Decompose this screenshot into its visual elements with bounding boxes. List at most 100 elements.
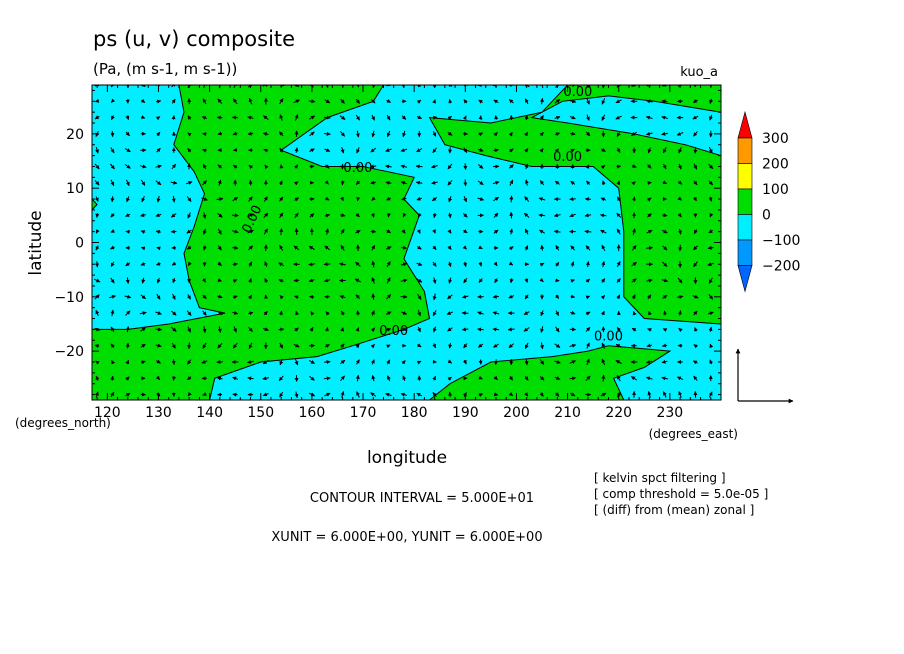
wind-vector: [478, 99, 483, 104]
wind-vector: [708, 180, 713, 186]
wind-vector: [325, 311, 330, 316]
wind-vector: [709, 343, 714, 349]
wind-vector: [263, 212, 269, 219]
wind-vector: [172, 376, 176, 381]
wind-vector: [340, 228, 345, 235]
wind-vector: [616, 261, 621, 268]
wind-vector: [662, 245, 668, 251]
wind-vector: [217, 342, 223, 349]
wind-vector: [508, 132, 513, 137]
wind-vector: [386, 359, 391, 365]
wind-vector: [110, 343, 115, 348]
wind-vector: [492, 180, 500, 185]
wind-vector: [585, 375, 591, 381]
wind-vector: [202, 392, 207, 396]
wind-vector: [508, 343, 515, 349]
wind-vector: [402, 375, 407, 381]
wind-vector: [677, 196, 682, 201]
wind-vector: [477, 164, 484, 169]
wind-vector: [554, 294, 560, 299]
wind-vector: [553, 213, 561, 218]
wind-vector: [417, 293, 422, 300]
y-axis-label: latitude: [26, 210, 46, 275]
wind-vector: [233, 147, 238, 152]
wind-vector: [309, 164, 315, 169]
wind-vector: [478, 359, 483, 365]
wind-vector: [325, 164, 330, 169]
wind-vector: [232, 279, 238, 284]
wind-vector: [401, 360, 406, 365]
wind-vector: [631, 278, 637, 283]
wind-vector: [463, 196, 467, 203]
wind-vector: [493, 229, 499, 234]
wind-vector: [600, 310, 605, 316]
wind-vector: [217, 278, 222, 282]
wind-vector: [601, 358, 606, 366]
wind-vector: [125, 115, 130, 120]
wind-vector: [585, 245, 591, 251]
wind-vector: [616, 294, 621, 300]
wind-vector: [539, 115, 544, 121]
wind-vector: [708, 196, 713, 202]
wind-vector: [371, 196, 376, 201]
wind-vector: [355, 98, 360, 104]
wind-vector: [110, 131, 115, 138]
wind-vector: [540, 342, 544, 350]
wind-vector: [279, 295, 284, 300]
wind-vector: [356, 244, 360, 252]
wind-vector: [646, 85, 651, 87]
wind-vector: [708, 391, 713, 398]
wind-vector: [432, 326, 437, 333]
wind-vector: [601, 261, 606, 268]
wind-vector: [524, 98, 529, 105]
wind-vector: [309, 213, 315, 218]
zero-contour-0: [92, 85, 226, 330]
wind-vector: [478, 261, 483, 267]
wind-vector: [370, 392, 377, 397]
contour-labels: 0.000.000.000.000.00 0.00: [240, 85, 623, 344]
wind-vector: [570, 148, 575, 153]
wind-vector: [645, 376, 653, 381]
y-tick-label: −20: [54, 344, 84, 360]
wind-vector: [356, 310, 361, 316]
wind-vector: [447, 376, 452, 381]
wind-vector: [110, 391, 115, 398]
wind-vector: [662, 328, 668, 332]
wind-vector: [400, 392, 407, 397]
wind-vector: [247, 85, 254, 88]
wind-vector: [140, 343, 146, 348]
wind-vector: [141, 195, 146, 203]
wind-vector: [111, 115, 115, 121]
wind-vector: [187, 326, 191, 333]
wind-vector: [371, 293, 376, 300]
wind-vector: [417, 213, 422, 218]
wind-vector: [110, 229, 115, 233]
wind-vector: [155, 375, 161, 381]
positive-patch-0: [92, 199, 98, 210]
wind-vector: [478, 375, 483, 380]
zero-contour-4: [530, 95, 721, 157]
wind-vector: [140, 115, 146, 119]
wind-vector: [524, 114, 529, 121]
wind-vector: [539, 262, 545, 267]
wind-vector: [707, 311, 714, 316]
x-tick-label: 160: [299, 405, 326, 421]
wind-vector: [555, 261, 560, 267]
wind-vector: [155, 213, 162, 217]
wind-vector: [247, 229, 254, 234]
wind-vector: [95, 213, 100, 218]
wind-vector: [416, 343, 422, 348]
wind-vector: [448, 391, 453, 398]
wind-vector: [264, 278, 269, 283]
wind-vector: [524, 358, 529, 366]
wind-vector: [662, 213, 668, 218]
wind-vector: [554, 180, 560, 185]
wind-vector: [631, 245, 637, 251]
wind-vector: [524, 148, 529, 153]
wind-vector: [524, 342, 529, 349]
wind-vector: [678, 391, 683, 398]
wind-vector: [678, 327, 683, 333]
contour-label: 0.00: [563, 85, 592, 100]
wind-vector: [217, 164, 223, 169]
wind-vector: [555, 310, 559, 316]
